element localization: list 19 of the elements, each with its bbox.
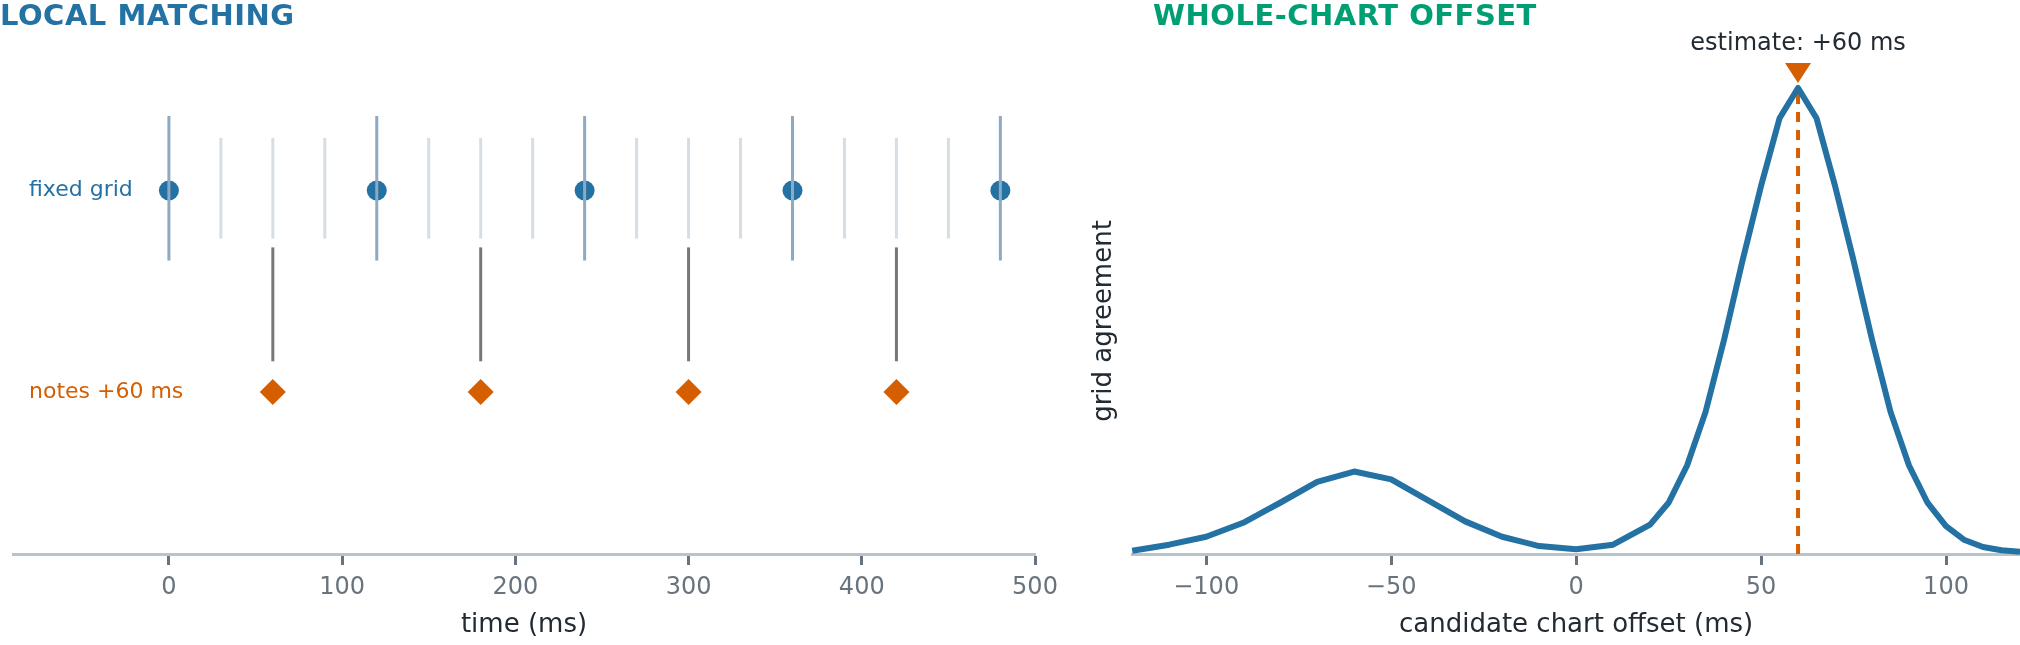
x-tick-label: −100 — [1173, 571, 1240, 600]
ref-line-label: estimate: +60 ms — [1690, 28, 1906, 57]
x-tick-label: 500 — [1012, 571, 1058, 600]
x-tick-label: 100 — [319, 571, 366, 600]
y-axis-title: grid agreement — [1087, 220, 1118, 422]
x-tick-label: 400 — [838, 571, 885, 600]
text: notes +60 ms — [29, 377, 184, 403]
chart-title: LOCAL MATCHING — [0, 0, 295, 32]
x-tick-label: 0 — [1568, 571, 1584, 600]
x-axis-title: time (ms) — [460, 608, 588, 639]
series-label: fixed grid — [29, 176, 133, 202]
x-tick-label: −50 — [1365, 571, 1417, 600]
x-tick-label: 200 — [492, 571, 539, 600]
x-axis-title: candidate chart offset (ms) — [1399, 608, 1754, 639]
x-tick-label: 50 — [1745, 571, 1777, 600]
x-tick-label: 300 — [665, 571, 712, 600]
x-tick-label: 0 — [161, 571, 177, 600]
x-tick-label: 100 — [1923, 571, 1969, 600]
chart-title: WHOLE-CHART OFFSET — [1153, 0, 1537, 32]
